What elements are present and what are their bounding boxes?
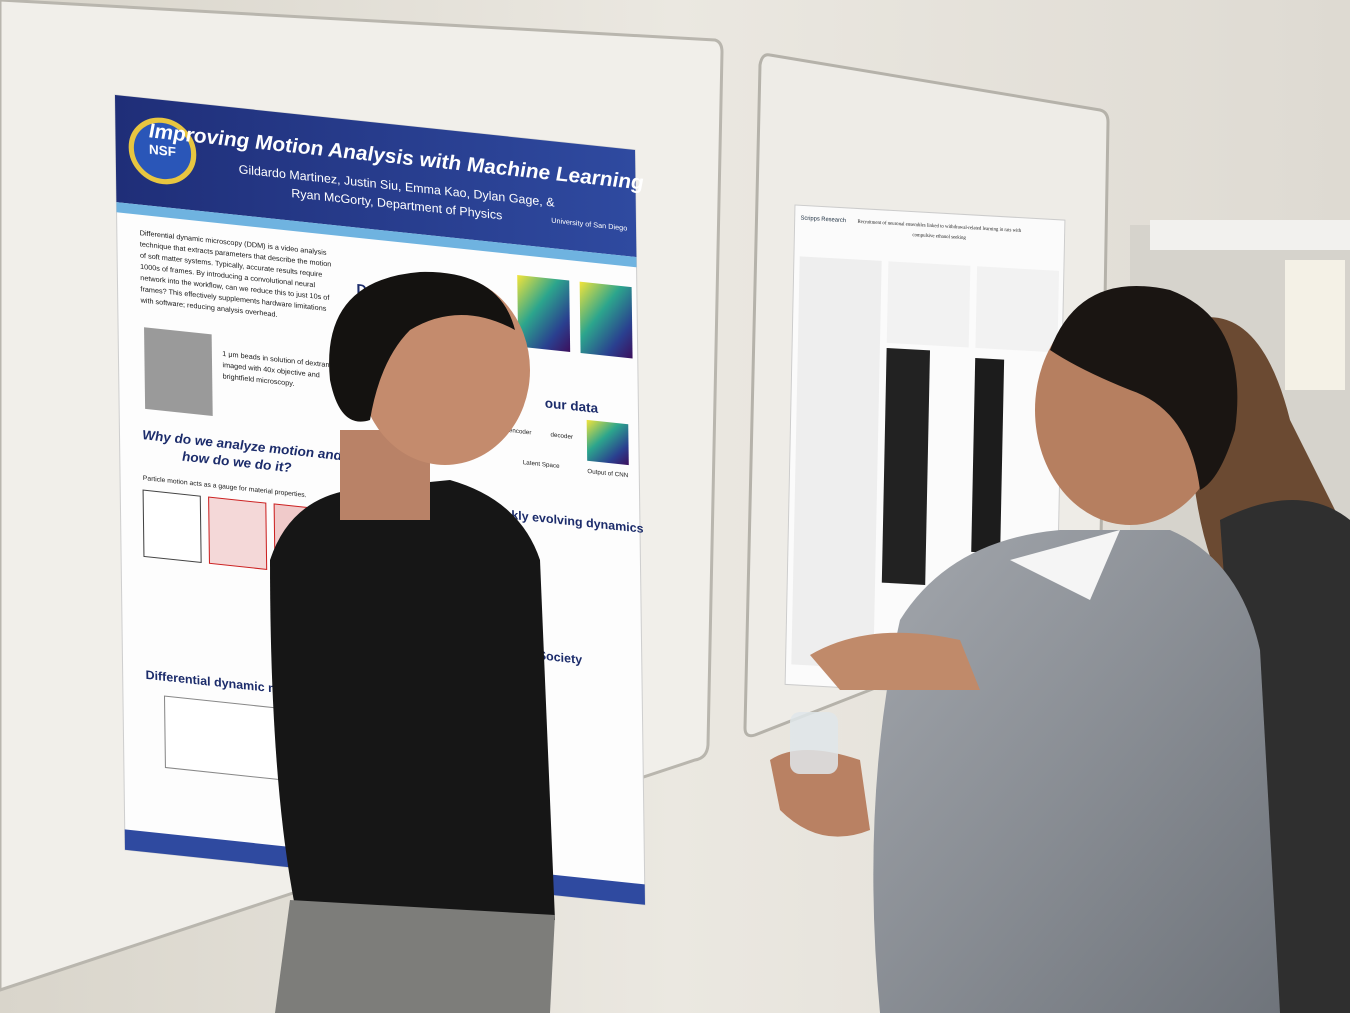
- suit: [873, 530, 1280, 1013]
- logo-text: NSF: [149, 142, 176, 160]
- micrograph-grid: [881, 347, 931, 586]
- chart-panel: [975, 266, 1060, 353]
- poster-title: compulsive ethanol seeking: [912, 233, 966, 241]
- heatmap: [579, 281, 633, 359]
- plot: [163, 695, 281, 781]
- intro-text: Differential dynamic microscopy (DDM) is…: [139, 228, 331, 319]
- figure-panel: [208, 496, 268, 570]
- diagram-label: Latent Space: [523, 459, 560, 470]
- micrograph-grid: [971, 358, 1005, 554]
- shelf-top: [1150, 220, 1350, 250]
- hair: [1050, 286, 1238, 490]
- nsf-logo: [128, 117, 197, 185]
- collar: [1010, 530, 1120, 600]
- diagram-label: encoder: [509, 427, 532, 436]
- papers: [1285, 260, 1345, 390]
- shirt: [270, 480, 555, 930]
- heatmap: [586, 419, 629, 466]
- micrograph: [144, 327, 213, 416]
- institution: Scripps Research: [800, 215, 846, 224]
- hair: [329, 271, 515, 422]
- banner-stripe: [116, 202, 637, 268]
- diagram-label: Output of CNN: [587, 468, 628, 479]
- hand: [810, 632, 980, 690]
- heatmap: [517, 275, 571, 352]
- diagram-label: decoder: [550, 432, 573, 441]
- figure-panel: [142, 489, 202, 564]
- trousers: [275, 900, 555, 1013]
- text-column: [791, 256, 882, 669]
- poster-banner: [115, 95, 637, 258]
- water-bottle: [790, 712, 838, 774]
- chart-panel: [886, 261, 971, 348]
- heading: our data: [545, 395, 599, 416]
